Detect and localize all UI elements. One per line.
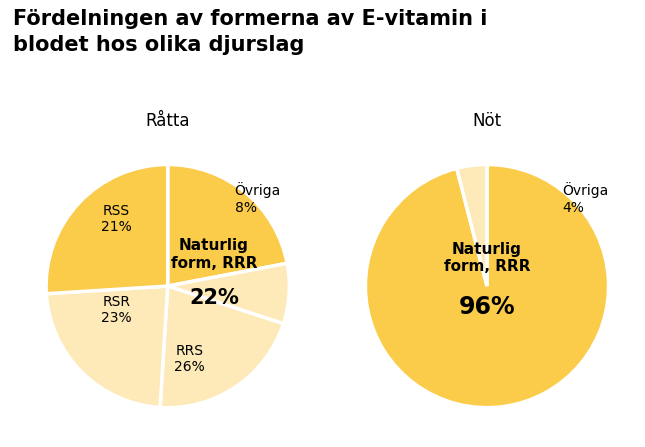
Text: Naturlig
form, RRR: Naturlig form, RRR	[444, 242, 530, 274]
Text: Fördelningen av formerna av E-vitamin i
blodet hos olika djurslag: Fördelningen av formerna av E-vitamin i …	[13, 9, 487, 55]
Wedge shape	[457, 164, 487, 286]
Text: RSS
21%: RSS 21%	[101, 204, 132, 234]
Text: Övriga
4%: Övriga 4%	[562, 182, 609, 215]
Text: RRS
26%: RRS 26%	[174, 344, 205, 374]
Text: Naturlig
form, RRR: Naturlig form, RRR	[171, 238, 257, 271]
Wedge shape	[365, 164, 609, 408]
Wedge shape	[168, 164, 287, 286]
Title: Råtta: Råtta	[146, 112, 190, 130]
Wedge shape	[168, 263, 290, 324]
Wedge shape	[160, 286, 283, 408]
Wedge shape	[46, 164, 168, 294]
Text: 22%: 22%	[189, 288, 239, 308]
Text: RSR
23%: RSR 23%	[101, 295, 132, 325]
Wedge shape	[46, 286, 168, 407]
Title: Nöt: Nöt	[472, 112, 502, 130]
Text: 96%: 96%	[459, 295, 515, 319]
Text: Övriga
8%: Övriga 8%	[235, 182, 281, 215]
